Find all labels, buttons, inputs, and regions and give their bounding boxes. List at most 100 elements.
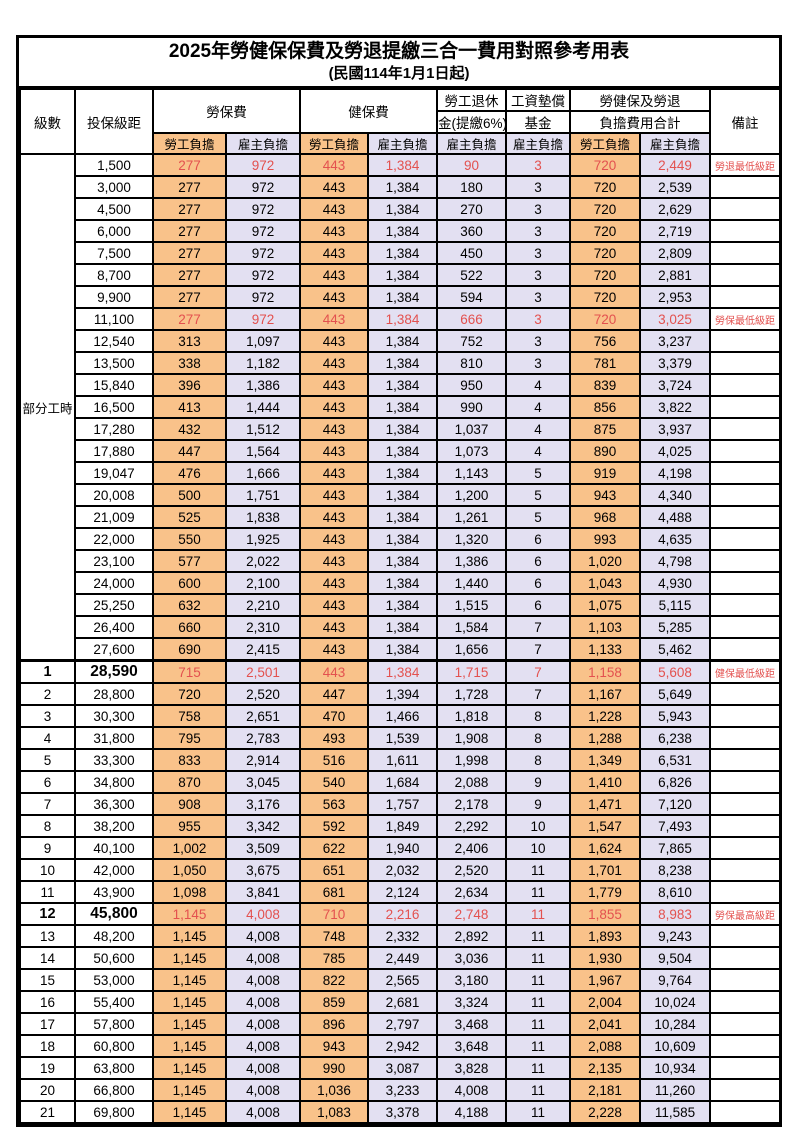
cell-remark xyxy=(709,439,781,463)
cell-health_emp: 447 xyxy=(299,682,369,706)
cell-pension: 1,656 xyxy=(436,637,507,662)
cell-remark xyxy=(709,704,781,728)
table-row: 11,100 277 972 443 1,384 666 3 720 3,025 勞保最低級距 xyxy=(20,307,781,331)
cell-labor_er: 1,097 xyxy=(225,329,301,353)
cell-health_emp: 592 xyxy=(299,814,369,838)
cell-bracket: 11,100 xyxy=(74,307,154,331)
cell-remark xyxy=(709,505,781,529)
cell-labor_er: 4,008 xyxy=(225,946,301,970)
cell-remark xyxy=(709,1056,781,1080)
cell-level: 14 xyxy=(19,946,76,970)
cell-pension: 1,261 xyxy=(436,505,507,529)
cell-bracket: 16,500 xyxy=(74,395,154,419)
cell-health_emp: 443 xyxy=(299,263,369,287)
cell-wage_fund: 6 xyxy=(505,593,571,617)
cell-health_emp: 651 xyxy=(299,858,369,882)
cell-total_er: 4,025 xyxy=(639,439,711,463)
cell-total_emp: 1,228 xyxy=(569,704,641,728)
cell-wage_fund: 11 xyxy=(505,858,571,882)
cell-health_emp: 1,036 xyxy=(299,1078,369,1102)
cell-total_er: 4,930 xyxy=(639,571,711,595)
table-row: 16 55,400 1,145 4,008 859 2,681 3,324 11 2,004 10… xyxy=(19,990,781,1014)
cell-labor_er: 972 xyxy=(225,285,301,309)
col-header-pension-line2: 金(提繳6%) xyxy=(436,110,507,134)
cell-health_er: 2,332 xyxy=(367,924,438,948)
cell-labor_er: 4,008 xyxy=(225,968,301,992)
cell-wage_fund: 5 xyxy=(505,505,571,529)
cell-total_emp: 1,893 xyxy=(569,924,641,948)
cell-remark xyxy=(709,836,781,860)
cell-health_emp: 516 xyxy=(299,748,369,772)
cell-pension: 594 xyxy=(436,285,507,309)
cell-remark xyxy=(709,351,781,375)
cell-health_er: 3,087 xyxy=(367,1056,438,1080)
cell-wage_fund: 3 xyxy=(505,153,571,177)
cell-health_er: 1,384 xyxy=(367,329,438,353)
cell-bracket: 57,800 xyxy=(74,1012,154,1036)
table-row: 15 53,000 1,145 4,008 822 2,565 3,180 11 1,967 9,… xyxy=(19,968,781,992)
cell-total_er: 3,724 xyxy=(639,373,711,397)
cell-total_er: 6,826 xyxy=(639,770,711,794)
reference-table-sheet: 2025年勞健保保費及勞退提繳三合一費用對照參考用表 (民國114年1月1日起)… xyxy=(16,35,782,1127)
cell-labor_er: 2,100 xyxy=(225,571,301,595)
table-row: 17,880 447 1,564 443 1,384 1,073 4 890 4,025 xyxy=(20,439,781,463)
cell-pension: 1,584 xyxy=(436,615,507,639)
cell-wage_fund: 3 xyxy=(505,241,571,265)
table-row: 26,400 660 2,310 443 1,384 1,584 7 1,103 5,285 xyxy=(20,615,781,639)
cell-health_emp: 443 xyxy=(299,197,369,221)
cell-wage_fund: 9 xyxy=(505,792,571,816)
cell-health_emp: 443 xyxy=(299,395,369,419)
cell-labor_er: 1,666 xyxy=(225,461,301,485)
cell-pension: 1,386 xyxy=(436,549,507,573)
cell-labor_er: 1,838 xyxy=(225,505,301,529)
cell-wage_fund: 11 xyxy=(505,902,571,926)
cell-labor_emp: 1,145 xyxy=(152,1012,227,1036)
cell-labor_emp: 1,098 xyxy=(152,880,227,904)
subheader-wage-fund-employer: 雇主負擔 xyxy=(505,132,571,155)
cell-remark: 健保最低級距 xyxy=(709,659,781,684)
cell-total_er: 8,610 xyxy=(639,880,711,904)
cell-total_emp: 720 xyxy=(569,153,641,177)
cell-total_er: 10,934 xyxy=(639,1056,711,1080)
subheader-health-employer: 雇主負擔 xyxy=(367,132,438,155)
cell-health_er: 1,384 xyxy=(367,351,438,375)
cell-pension: 3,324 xyxy=(436,990,507,1014)
cell-labor_emp: 870 xyxy=(152,770,227,794)
page-subtitle: (民國114年1月1日起) xyxy=(328,65,470,82)
cell-remark xyxy=(709,219,781,243)
cell-wage_fund: 7 xyxy=(505,615,571,639)
cell-pension: 2,406 xyxy=(436,836,507,860)
cell-total_emp: 1,349 xyxy=(569,748,641,772)
table-row: 5 33,300 833 2,914 516 1,611 1,998 8 1,349 6,531 xyxy=(19,748,781,772)
cell-health_er: 1,940 xyxy=(367,836,438,860)
subheader-pension-employer: 雇主負擔 xyxy=(436,132,507,155)
cell-level: 8 xyxy=(19,814,76,838)
table-row: 18 60,800 1,145 4,008 943 2,942 3,648 11 2,088 10… xyxy=(19,1034,781,1058)
cell-total_emp: 1,020 xyxy=(569,549,641,573)
table-row: 4 31,800 795 2,783 493 1,539 1,908 8 1,288 6,238 xyxy=(19,726,781,750)
cell-labor_er: 4,008 xyxy=(225,924,301,948)
cell-total_emp: 1,855 xyxy=(569,902,641,926)
cell-pension: 810 xyxy=(436,351,507,375)
cell-pension: 1,818 xyxy=(436,704,507,728)
cell-wage_fund: 5 xyxy=(505,483,571,507)
cell-labor_emp: 277 xyxy=(152,241,227,265)
subheader-total-employee: 勞工負擔 xyxy=(569,132,641,155)
cell-total_er: 8,983 xyxy=(639,902,711,926)
cell-wage_fund: 6 xyxy=(505,527,571,551)
table-row: 1 28,590 715 2,501 443 1,384 1,715 7 1,158 5,608 健… xyxy=(19,659,781,684)
cell-health_er: 1,384 xyxy=(367,417,438,441)
cell-total_er: 8,238 xyxy=(639,858,711,882)
table-row: 3 30,300 758 2,651 470 1,466 1,818 8 1,228 5,943 xyxy=(19,704,781,728)
cell-bracket: 63,800 xyxy=(74,1056,154,1080)
cell-pension: 990 xyxy=(436,395,507,419)
cell-labor_er: 1,925 xyxy=(225,527,301,551)
cell-health_er: 1,384 xyxy=(367,263,438,287)
cell-health_er: 1,384 xyxy=(367,285,438,309)
cell-pension: 1,320 xyxy=(436,527,507,551)
cell-total_er: 5,943 xyxy=(639,704,711,728)
cell-bracket: 22,000 xyxy=(74,527,154,551)
cell-labor_emp: 277 xyxy=(152,197,227,221)
cell-remark xyxy=(709,395,781,419)
cell-health_emp: 443 xyxy=(299,483,369,507)
